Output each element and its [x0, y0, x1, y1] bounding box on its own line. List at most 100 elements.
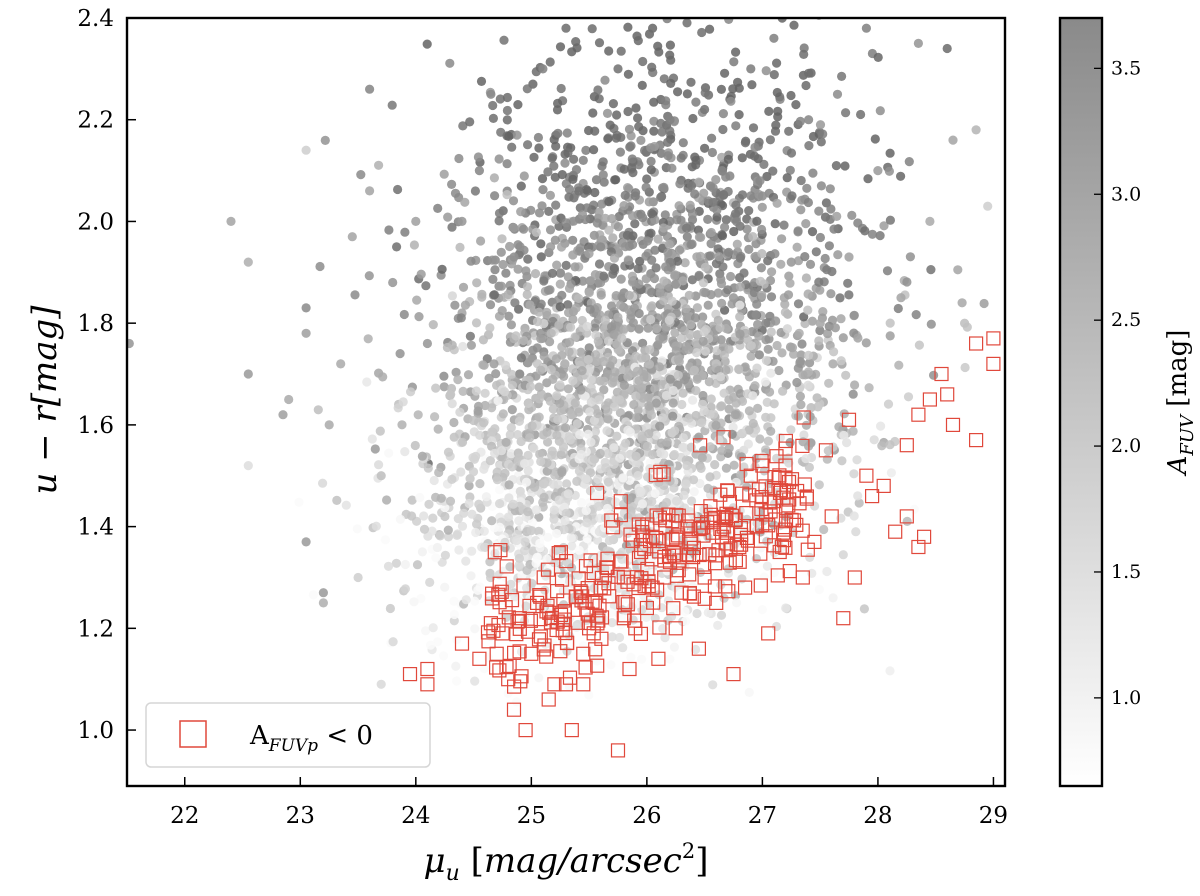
scatter-point [697, 27, 707, 38]
scatter-point [729, 226, 739, 237]
scatter-point [875, 231, 885, 241]
scatter-point [836, 356, 846, 366]
scatter-point [612, 339, 622, 349]
negative-afuvp-marker [916, 529, 932, 544]
scatter-point [558, 442, 569, 452]
scatter-point [569, 216, 579, 226]
scatter-point [647, 568, 658, 578]
scatter-point [520, 546, 530, 556]
scatter-point [411, 216, 421, 226]
scatter-point [712, 212, 722, 222]
scatter-point [703, 607, 713, 618]
scatter-point [659, 223, 669, 233]
scatter-point [542, 307, 552, 317]
scatter-point [720, 68, 730, 78]
negative-afuvp-marker [940, 387, 955, 402]
scatter-point [544, 206, 554, 216]
negative-afuvp-marker [720, 483, 735, 499]
scatter-point [515, 369, 525, 379]
negative-afuvp-marker [777, 522, 793, 537]
scatter-point [642, 236, 653, 246]
scatter-point [905, 252, 916, 262]
scatter-point [627, 271, 638, 281]
scatter-point [543, 437, 553, 447]
scatter-point [332, 495, 342, 505]
scatter-point [598, 170, 608, 180]
scatter-point [597, 161, 607, 171]
scatter-point [801, 420, 812, 430]
scatter-point [690, 152, 700, 162]
negative-afuvp-marker [499, 559, 514, 574]
scatter-point [507, 380, 518, 390]
scatter-point [754, 331, 764, 341]
scatter-point [447, 474, 457, 484]
scatter-point [803, 197, 814, 208]
negative-afuvp-marker [841, 412, 857, 427]
negative-afuvp-marker [703, 499, 718, 514]
y-axis-ticks: 1.0 1.2 1.4 1.6 1.8 2.0 2.2 2.4 [77, 6, 136, 744]
scatter-point [534, 394, 545, 404]
scatter-point [491, 4, 500, 13]
negative-afuvp-marker [489, 646, 504, 661]
negative-afuvp-marker [524, 646, 539, 661]
scatter-point [485, 456, 495, 466]
scatter-point [554, 320, 564, 330]
scatter-point [476, 76, 487, 86]
scatter-point [519, 224, 529, 234]
scatter-point [713, 620, 723, 631]
scatter-point [761, 318, 771, 328]
scatter-point [433, 203, 443, 213]
scatter-point [439, 371, 449, 381]
negative-afuvp-marker [489, 660, 504, 675]
scatter-point [465, 474, 475, 484]
scatter-point [294, 497, 304, 507]
negative-afuvp-marker [691, 641, 707, 656]
scatter-point [671, 496, 682, 506]
scatter-point [657, 380, 667, 390]
scatter-point [534, 382, 544, 392]
scatter-point [756, 543, 766, 553]
negative-afuvp-marker [495, 626, 510, 641]
scatter-point [772, 340, 782, 351]
scatter-point [780, 307, 791, 317]
scatter-point [525, 300, 535, 310]
scatter-point [476, 236, 486, 246]
scatter-point [598, 5, 607, 14]
scatter-point [870, 134, 880, 144]
scatter-point [822, 454, 832, 464]
negative-afuvp-marker [709, 595, 724, 611]
scatter-point [644, 429, 654, 439]
scatter-point [552, 260, 562, 270]
scatter-point [416, 593, 426, 604]
scatter-point [699, 287, 709, 297]
scatter-point [619, 164, 629, 174]
scatter-point [581, 474, 591, 484]
scatter-point [430, 412, 440, 422]
scatter-point [721, 463, 732, 473]
scatter-point [665, 126, 675, 136]
scatter-point [552, 430, 562, 440]
scatter-point [618, 473, 628, 483]
scatter-point [609, 330, 619, 340]
scatter-point [678, 442, 688, 452]
scatter-point [380, 535, 390, 545]
scatter-point [607, 378, 618, 388]
scatter-point [641, 182, 651, 192]
scatter-point [705, 472, 715, 482]
scatter-point [356, 170, 366, 180]
scatter-point [842, 438, 852, 448]
scatter-point [926, 319, 936, 329]
scatter-point [721, 365, 731, 375]
x-tick-label: 25 [517, 803, 546, 829]
scatter-point [550, 470, 560, 480]
scatter-point [479, 526, 489, 536]
scatter-point [478, 360, 488, 370]
scatter-point [456, 467, 466, 477]
scatter-point [777, 234, 787, 244]
scatter-point [674, 356, 684, 367]
scatter-point [867, 229, 878, 239]
scatter-point [654, 590, 664, 600]
scatter-point [604, 197, 614, 207]
negative-afuvp-marker [670, 528, 686, 543]
negative-afuvp-marker [716, 430, 731, 445]
